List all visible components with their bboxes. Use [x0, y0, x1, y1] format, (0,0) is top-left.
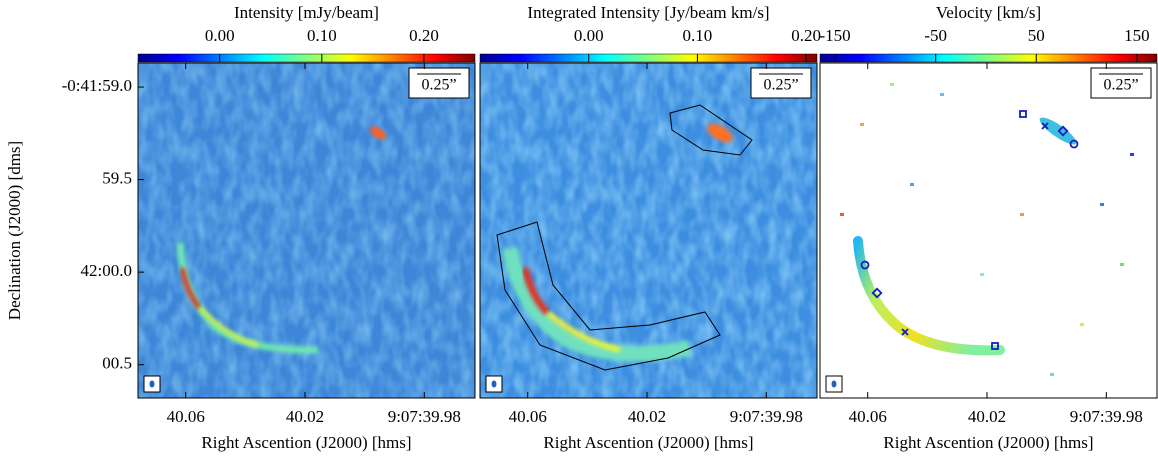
scale-label: 0.25” — [763, 77, 798, 94]
arc-mid — [546, 310, 621, 353]
colorbar — [819, 53, 1158, 63]
y-tick-label: 59.5 — [102, 169, 132, 188]
scale-box — [1090, 67, 1152, 99]
x-tick-label: 40.06 — [167, 407, 205, 426]
colorbar-tick-label: 50 — [1028, 26, 1045, 45]
speck — [890, 83, 894, 86]
beam — [149, 380, 155, 388]
arc-core — [179, 267, 202, 310]
colorbar-tick-label: 0.00 — [205, 26, 235, 45]
speck — [980, 273, 984, 276]
beam — [491, 380, 497, 388]
speck — [910, 183, 914, 186]
speck — [1130, 153, 1134, 156]
x-axis-label: Right Ascention (J2000) [hms] — [883, 433, 1093, 452]
colorbar — [479, 53, 818, 63]
speck — [1020, 213, 1024, 216]
speck — [1120, 263, 1124, 266]
frame — [479, 62, 818, 399]
blob — [707, 123, 733, 143]
beam — [831, 380, 837, 388]
marker-circle — [860, 260, 870, 270]
blob — [370, 126, 386, 140]
marker-diamond — [871, 287, 883, 299]
colorbar-tick-label: 150 — [1124, 26, 1150, 45]
colorbar-tick-label: 0.20 — [791, 26, 821, 45]
arc-core — [521, 267, 551, 316]
frame — [137, 62, 476, 399]
region — [496, 221, 721, 371]
colorbar-tick-label: -50 — [924, 26, 947, 45]
x-tick-label: 40.02 — [286, 407, 324, 426]
y-tick-label: -0:41:59.0 — [62, 76, 132, 95]
colorbar-tick-label: 0.10 — [683, 26, 713, 45]
x-axis-label: Right Ascention (J2000) [hms] — [201, 433, 411, 452]
speck — [1080, 323, 1084, 326]
colorbar-tick-label: -150 — [820, 26, 851, 45]
x-tick-label: 9:07:39.98 — [388, 407, 461, 426]
marker-square — [991, 342, 999, 350]
colorbar — [137, 53, 476, 63]
x-tick-label: 9:07:39.98 — [1070, 407, 1143, 426]
y-axis-label: Declination (J2000) [dms] — [5, 141, 24, 320]
image-panel — [820, 63, 1157, 398]
image-panel — [480, 63, 817, 398]
marker-diamond — [1057, 125, 1069, 137]
speck — [1050, 373, 1054, 376]
colorbar-label: Intensity [mJy/beam] — [234, 3, 379, 22]
y-tick-label: 42:00.0 — [81, 261, 132, 280]
x-tick-label: 40.06 — [509, 407, 547, 426]
scale-box — [408, 67, 470, 99]
speck — [840, 213, 844, 216]
x-axis-label: Right Ascention (J2000) [hms] — [543, 433, 753, 452]
colorbar-tick-label: 0.20 — [409, 26, 439, 45]
frame — [819, 62, 1158, 399]
marker-cross — [901, 328, 909, 336]
image-noise — [138, 63, 475, 398]
speck — [860, 123, 864, 126]
speck — [940, 93, 944, 96]
image-panel — [138, 63, 475, 398]
colorbar-label: Velocity [km/s] — [936, 3, 1041, 22]
image-background — [820, 63, 1157, 398]
colorbar-tick-label: 0.00 — [574, 26, 604, 45]
x-tick-label: 9:07:39.98 — [730, 407, 803, 426]
x-tick-label: 40.02 — [628, 407, 666, 426]
marker-circle — [1069, 139, 1079, 149]
colorbar-label: Integrated Intensity [Jy/beam km/s] — [527, 3, 769, 22]
arc-mid — [198, 306, 259, 347]
marker-square — [1019, 110, 1027, 118]
arc-emission — [502, 246, 692, 362]
scale-label: 0.25” — [421, 77, 456, 94]
speck — [1100, 203, 1104, 206]
marker-cross — [1041, 122, 1049, 130]
scale-label: 0.25” — [1103, 77, 1138, 94]
image-noise — [480, 63, 817, 398]
arc-velocity — [853, 236, 1005, 356]
x-tick-label: 40.06 — [849, 407, 887, 426]
region — [669, 104, 753, 156]
y-tick-label: 00.5 — [102, 354, 132, 373]
colorbar-tick-label: 0.10 — [307, 26, 337, 45]
scale-box — [750, 67, 812, 99]
x-tick-label: 40.02 — [968, 407, 1006, 426]
